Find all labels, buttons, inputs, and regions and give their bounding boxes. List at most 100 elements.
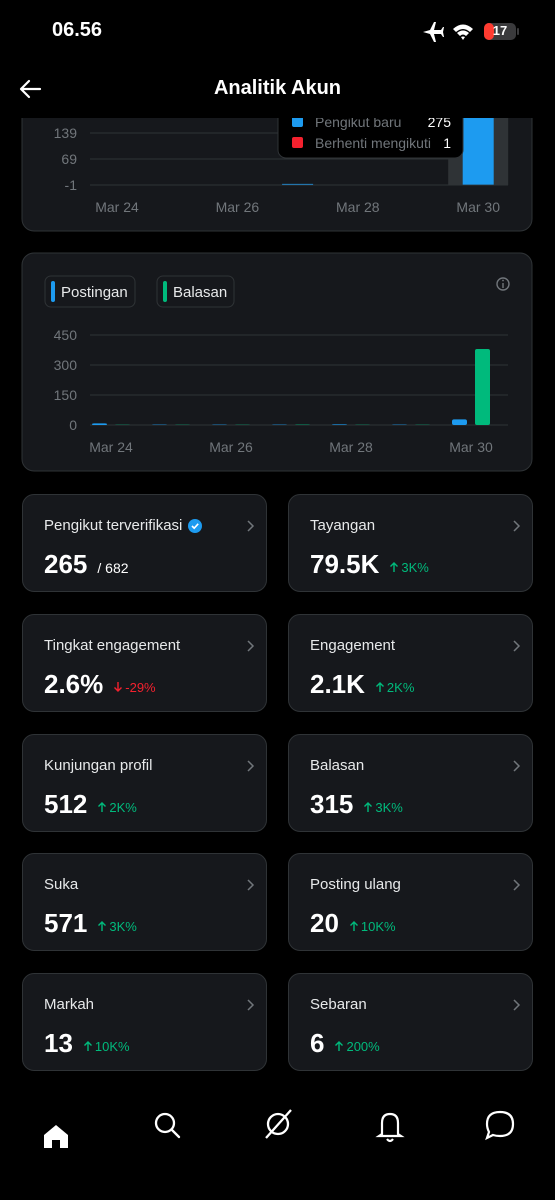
metric-label: Kunjungan profil <box>44 757 153 774</box>
metric-card[interactable]: Sebaran 6 200% <box>288 973 533 1071</box>
y-tick-label: 0 <box>69 417 77 433</box>
legend-button[interactable]: Postingan <box>44 275 136 308</box>
back-button[interactable] <box>18 77 48 101</box>
trend-arrow <box>390 562 399 572</box>
bar <box>452 419 467 425</box>
x-tick-label: Mar 30 <box>449 439 493 455</box>
metric-label-row: Posting ulang <box>310 876 401 893</box>
metric-change: 3K% <box>389 559 429 575</box>
chevron <box>513 999 521 1011</box>
trend-arrow <box>114 682 123 692</box>
metric-card[interactable]: Posting ulang 20 10K% <box>288 853 533 951</box>
tooltip-value: 1 <box>443 135 451 151</box>
metric-change-text: 10K% <box>94 1038 130 1054</box>
verified-badge <box>188 518 203 533</box>
metric-card[interactable]: Engagement 2.1K 2K% <box>288 614 533 712</box>
metric-value-row: 571 3K% <box>44 908 137 939</box>
legend-swatch <box>292 116 303 127</box>
metric-change-text: 200% <box>346 1038 380 1054</box>
metric-value: 13 <box>44 1028 73 1058</box>
nav-notifications[interactable] <box>375 1112 405 1143</box>
metric-change-text: 2K% <box>109 799 137 815</box>
info-icon[interactable] <box>496 277 510 291</box>
metric-change-text: 2K% <box>386 679 415 695</box>
legend-label: Postingan <box>61 284 128 301</box>
chevron <box>247 999 255 1011</box>
metric-value: 512 <box>44 789 88 819</box>
metric-label: Pengikut terverifikasi <box>44 517 183 534</box>
nav-grok[interactable] <box>265 1109 292 1139</box>
metric-change: 3K% <box>97 919 137 934</box>
metric-change: 10K% <box>83 1039 130 1054</box>
nav-home[interactable] <box>44 1125 68 1148</box>
metric-value-row: 265 / 682 <box>44 549 129 580</box>
chevron <box>247 760 255 772</box>
chevron <box>513 640 521 652</box>
x-tick-label: Mar 26 <box>209 439 253 455</box>
metric-card[interactable]: Markah 13 10K% <box>22 973 267 1071</box>
metric-change-text: 3K% <box>401 559 429 575</box>
x-tick-label: Mar 28 <box>336 199 380 215</box>
metric-value: 79.5K <box>310 549 380 579</box>
metric-label: Tayangan <box>310 517 376 534</box>
metric-card[interactable]: Suka 571 3K% <box>22 853 267 951</box>
metric-value-row: 6 200% <box>310 1028 380 1059</box>
x-tick-label: Mar 28 <box>329 439 373 455</box>
chevron <box>247 640 255 652</box>
chevron <box>247 879 255 891</box>
metric-label: Engagement <box>310 637 396 654</box>
metric-label-row: Markah <box>44 996 94 1013</box>
metric-value-row: 79.5K 3K% <box>310 549 429 580</box>
metric-card[interactable]: Pengikut terverifikasi 265 / 682 <box>22 494 267 592</box>
metric-card[interactable]: Tingkat engagement 2.6% -29% <box>22 614 267 712</box>
bar <box>332 424 347 425</box>
y-tick-label: 300 <box>54 357 78 373</box>
metric-label: Balasan <box>310 757 365 774</box>
metric-value: 2.1K <box>310 669 365 699</box>
trend-arrow <box>83 1041 92 1051</box>
chevron <box>513 520 521 532</box>
metric-value-row: 315 3K% <box>310 789 403 820</box>
trend-arrow <box>375 682 384 692</box>
chevron <box>513 760 521 772</box>
legend-swatch <box>163 281 167 302</box>
bar <box>475 349 490 425</box>
metric-value-row: 20 10K% <box>310 908 396 939</box>
nav-messages[interactable] <box>485 1110 515 1141</box>
metric-value: 2.6% <box>44 669 104 699</box>
x-tick-label: Mar 24 <box>89 439 133 455</box>
x-tick-label: Mar 24 <box>95 199 139 215</box>
nav-bar <box>0 1090 555 1200</box>
metric-label: Posting ulang <box>310 876 401 893</box>
trend-arrow <box>364 802 373 812</box>
metric-value: 315 <box>310 789 354 819</box>
nav-search[interactable] <box>154 1112 181 1139</box>
trend-arrow <box>98 802 107 812</box>
metric-change-text: 10K% <box>360 918 396 934</box>
metric-change: 3K% <box>363 800 403 815</box>
legend-label: Berhenti mengikuti <box>315 135 431 151</box>
status-icons <box>423 22 519 42</box>
metric-value-row: 2.6% -29% <box>44 669 156 700</box>
legend-swatch <box>51 281 55 302</box>
legend-label: Balasan <box>173 284 227 301</box>
y-tick-label: 139 <box>54 125 78 141</box>
legend-button[interactable]: Balasan <box>156 275 235 308</box>
metric-label: Markah <box>44 996 95 1013</box>
y-tick-label: 150 <box>54 387 78 403</box>
metric-value: 20 <box>310 908 339 938</box>
tooltip-value: 275 <box>428 114 452 130</box>
metric-label-row: Pengikut terverifikasi <box>44 517 203 534</box>
metric-card[interactable]: Balasan 315 3K% <box>288 734 533 832</box>
x-tick-label: Mar 26 <box>216 199 260 215</box>
trend-arrow <box>335 1041 344 1051</box>
trend-arrow <box>98 921 107 931</box>
metric-label-row: Sebaran <box>310 996 367 1013</box>
bar <box>92 423 107 425</box>
metric-card[interactable]: Kunjungan profil 512 2K% <box>22 734 267 832</box>
legend-box <box>44 275 136 308</box>
legend-swatch <box>292 137 303 148</box>
metric-card[interactable]: Tayangan 79.5K 3K% <box>288 494 533 592</box>
metric-label: Tingkat engagement <box>44 637 181 654</box>
